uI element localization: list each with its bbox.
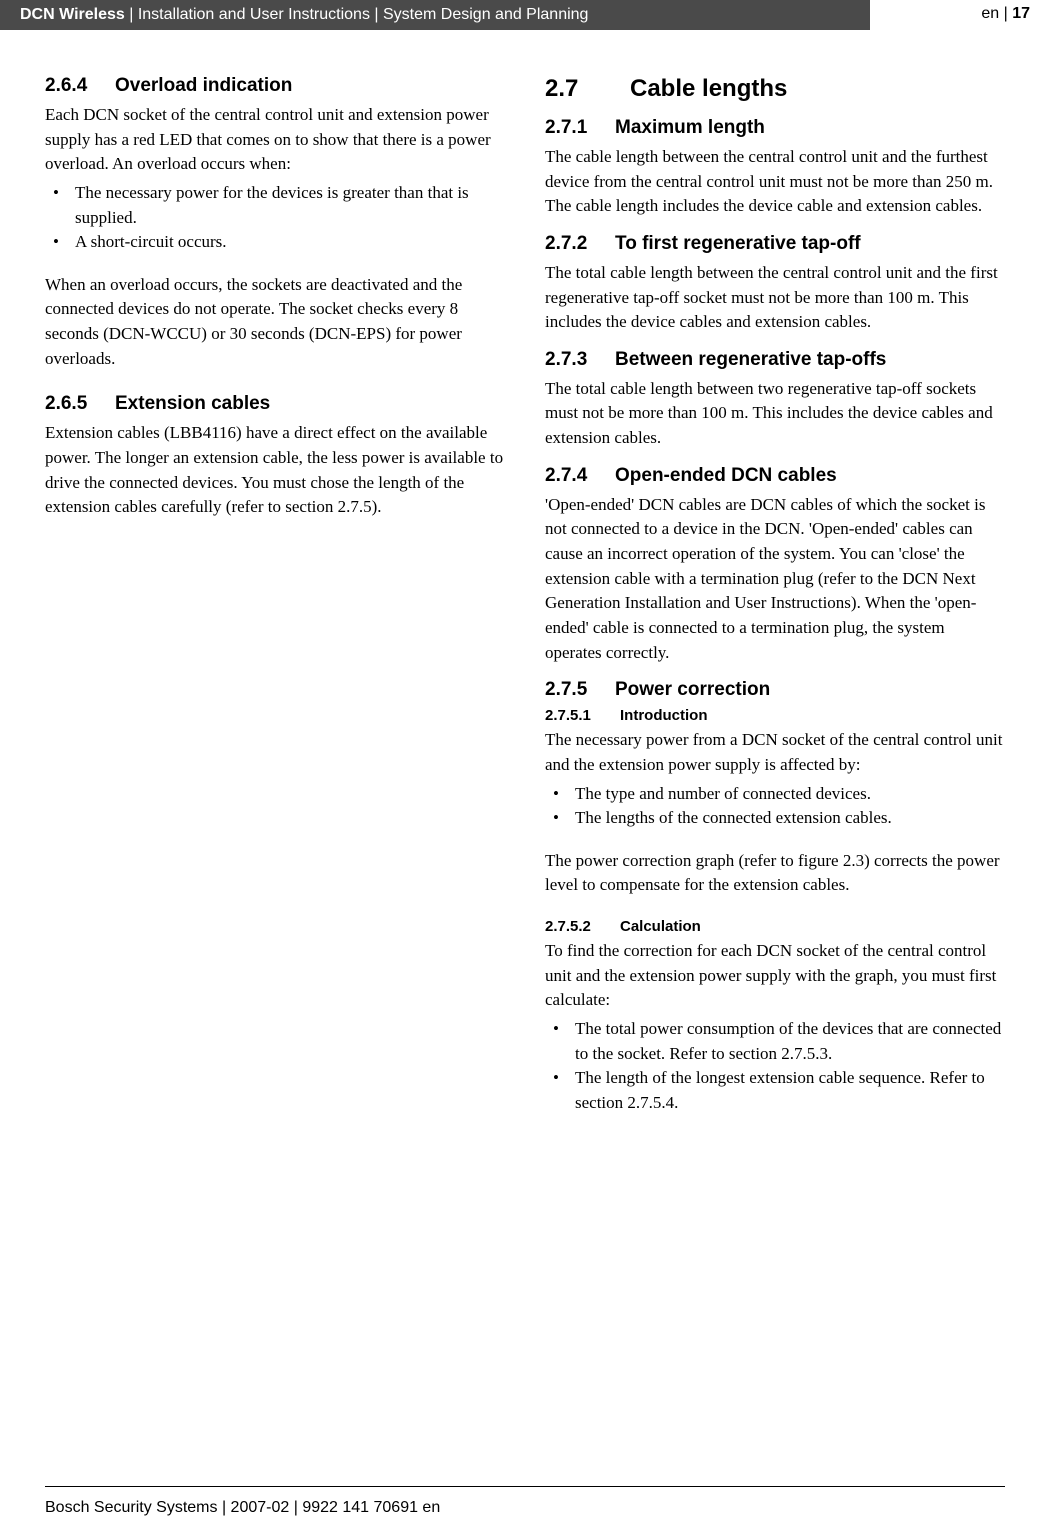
body-text: The cable length between the central con…: [545, 145, 1005, 219]
body-text: The total cable length between two regen…: [545, 377, 1005, 451]
bullet-list: The type and number of connected devices…: [545, 782, 1005, 831]
heading-2-7-5-1: 2.7.5.1Introduction: [545, 707, 1005, 724]
section-2-6-5: 2.6.5Extension cables Extension cables (…: [45, 393, 505, 520]
body-text: When an overload occurs, the sockets are…: [45, 273, 505, 372]
bullet-list: The total power consumption of the devic…: [545, 1017, 1005, 1116]
heading-2-7-5: 2.7.5Power correction: [545, 679, 1005, 701]
page-header: DCN Wireless | Installation and User Ins…: [0, 0, 870, 30]
body-text: The necessary power from a DCN socket of…: [545, 728, 1005, 777]
list-item: The length of the longest extension cabl…: [545, 1066, 1005, 1115]
body-text: To find the correction for each DCN sock…: [545, 939, 1005, 1013]
section-2-7-1: 2.7.1Maximum length The cable length bet…: [545, 117, 1005, 219]
list-item: The lengths of the connected extension c…: [545, 806, 1005, 831]
heading-2-7-5-2: 2.7.5.2Calculation: [545, 918, 1005, 935]
body-text: The total cable length between the centr…: [545, 261, 1005, 335]
header-breadcrumb: DCN Wireless | Installation and User Ins…: [0, 6, 870, 24]
section-2-6-4: 2.6.4Overload indication Each DCN socket…: [45, 75, 505, 371]
heading-2-7-2: 2.7.2To first regenerative tap-off: [545, 233, 1005, 255]
section-2-7-5: 2.7.5Power correction 2.7.5.1Introductio…: [545, 679, 1005, 1115]
page-content: 2.6.4Overload indication Each DCN socket…: [0, 30, 1050, 1130]
left-column: 2.6.4Overload indication Each DCN socket…: [45, 75, 505, 1130]
footer-rule: [45, 1486, 1005, 1487]
heading-2-7-3: 2.7.3Between regenerative tap-offs: [545, 349, 1005, 371]
heading-2-7-4: 2.7.4Open-ended DCN cables: [545, 465, 1005, 487]
section-2-7-2: 2.7.2To first regenerative tap-off The t…: [545, 233, 1005, 335]
body-text: The power correction graph (refer to fig…: [545, 849, 1005, 898]
header-section: System Design and Planning: [383, 6, 588, 23]
body-text: 'Open-ended' DCN cables are DCN cables o…: [545, 493, 1005, 665]
section-2-7-3: 2.7.3Between regenerative tap-offs The t…: [545, 349, 1005, 451]
page-number: en | 17: [981, 5, 1030, 23]
heading-2-7-1: 2.7.1Maximum length: [545, 117, 1005, 139]
list-item: The total power consumption of the devic…: [545, 1017, 1005, 1066]
right-column: 2.7Cable lengths 2.7.1Maximum length The…: [545, 75, 1005, 1130]
body-text: Extension cables (LBB4116) have a direct…: [45, 421, 505, 520]
body-text: Each DCN socket of the central control u…: [45, 103, 505, 177]
list-item: The type and number of connected devices…: [545, 782, 1005, 807]
header-doc: Installation and User Instructions: [138, 6, 370, 23]
heading-2-6-5: 2.6.5Extension cables: [45, 393, 505, 415]
list-item: A short-circuit occurs.: [45, 230, 505, 255]
section-2-7-4: 2.7.4Open-ended DCN cables 'Open-ended' …: [545, 465, 1005, 665]
bullet-list: The necessary power for the devices is g…: [45, 181, 505, 255]
heading-2-7: 2.7Cable lengths: [545, 75, 1005, 103]
footer-text: Bosch Security Systems | 2007-02 | 9922 …: [45, 1499, 440, 1517]
list-item: The necessary power for the devices is g…: [45, 181, 505, 230]
heading-2-6-4: 2.6.4Overload indication: [45, 75, 505, 97]
header-product: DCN Wireless: [20, 6, 125, 23]
